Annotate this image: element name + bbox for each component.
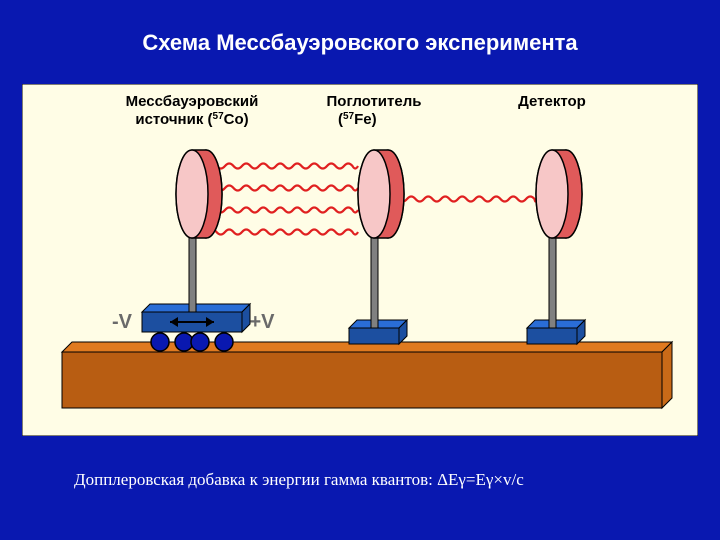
mossbauer-diagram: Мессбауэровскийисточник (57Co) Поглотител… (22, 84, 698, 436)
svg-text:+V: +V (249, 311, 275, 333)
page-title: Схема Мессбауэровского эксперимента (0, 30, 720, 56)
svg-text:Поглотитель: Поглотитель (327, 93, 422, 110)
caption: Допплеровская добавка к энергии гамма кв… (74, 470, 524, 490)
svg-text:Мессбауэровский: Мессбауэровский (126, 93, 259, 110)
svg-text:-V: -V (112, 311, 133, 333)
svg-text:Детектор: Детектор (518, 93, 586, 110)
svg-text:источник (57Co): источник (57Co) (135, 111, 248, 128)
diagram-panel: Мессбауэровскийисточник (57Co) Поглотител… (22, 84, 698, 436)
page: Схема Мессбауэровского эксперимента Месс… (0, 0, 720, 540)
